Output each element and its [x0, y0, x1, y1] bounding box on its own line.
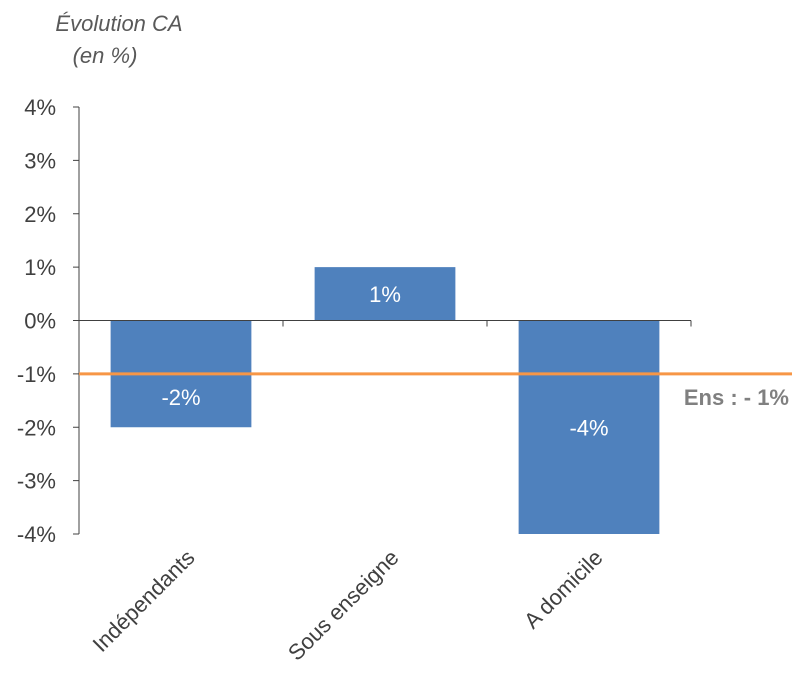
y-tick-label: 1% — [24, 255, 56, 280]
y-axis-title-line1: Évolution CA — [55, 11, 182, 36]
y-tick-label: 0% — [24, 309, 56, 334]
bar — [518, 320, 660, 534]
y-tick-label: -2% — [17, 415, 56, 440]
y-tick-label: 4% — [24, 95, 56, 120]
bars — [110, 267, 660, 534]
data-labels: -2% 1% -4% — [161, 282, 608, 440]
x-axis-categories: Indépendants Sous enseigne A domicile — [88, 545, 608, 666]
axes — [78, 107, 692, 534]
y-axis-title-line2: (en %) — [73, 43, 138, 68]
reference-line-group: Ens : - 1% — [79, 372, 792, 410]
y-tick-label: -1% — [17, 362, 56, 387]
y-tick-label: -3% — [17, 469, 56, 494]
x-category-label: Indépendants — [88, 545, 200, 657]
y-tick-label: -4% — [17, 522, 56, 547]
bar — [314, 267, 456, 321]
data-label: 1% — [369, 282, 401, 307]
y-tick-label: 3% — [24, 148, 56, 173]
x-category-label: Sous enseigne — [283, 545, 404, 666]
y-axis-ticks: 4% 3% 2% 1% 0% -1% -2% -3% -4% — [17, 95, 79, 547]
data-label: -4% — [569, 415, 608, 440]
x-category-label: A domicile — [519, 545, 608, 634]
data-label: -2% — [161, 385, 200, 410]
reference-line-label: Ens : - 1% — [684, 385, 789, 410]
y-tick-label: 2% — [24, 202, 56, 227]
